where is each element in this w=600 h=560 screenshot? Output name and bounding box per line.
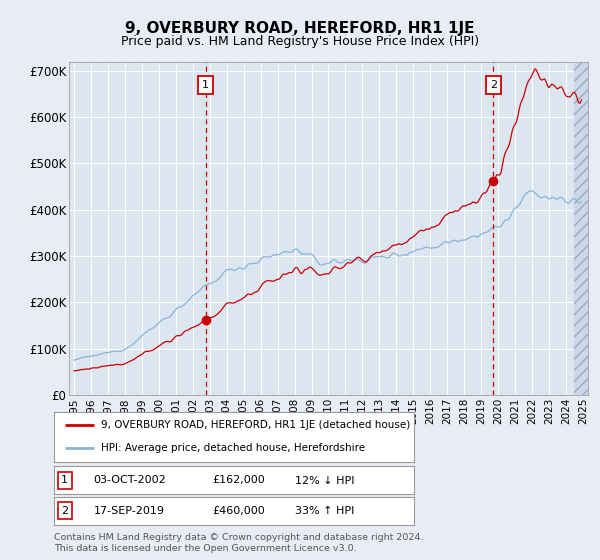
Text: HPI: Average price, detached house, Herefordshire: HPI: Average price, detached house, Here… [101,443,365,453]
Text: 03-OCT-2002: 03-OCT-2002 [94,475,166,486]
Bar [574,62,590,395]
Text: 2: 2 [61,506,68,516]
Text: 33% ↑ HPI: 33% ↑ HPI [295,506,355,516]
Text: Contains HM Land Registry data © Crown copyright and database right 2024.
This d: Contains HM Land Registry data © Crown c… [54,533,424,553]
Text: £162,000: £162,000 [212,475,265,486]
Text: £460,000: £460,000 [212,506,265,516]
Text: 17-SEP-2019: 17-SEP-2019 [94,506,164,516]
Text: 2: 2 [490,80,497,90]
Text: Price paid vs. HM Land Registry's House Price Index (HPI): Price paid vs. HM Land Registry's House … [121,35,479,48]
Text: 9, OVERBURY ROAD, HEREFORD, HR1 1JE (detached house): 9, OVERBURY ROAD, HEREFORD, HR1 1JE (det… [101,419,410,430]
Text: 9, OVERBURY ROAD, HEREFORD, HR1 1JE: 9, OVERBURY ROAD, HEREFORD, HR1 1JE [125,21,475,36]
Text: 1: 1 [202,80,209,90]
Text: 12% ↓ HPI: 12% ↓ HPI [295,475,355,486]
Text: 1: 1 [61,475,68,486]
